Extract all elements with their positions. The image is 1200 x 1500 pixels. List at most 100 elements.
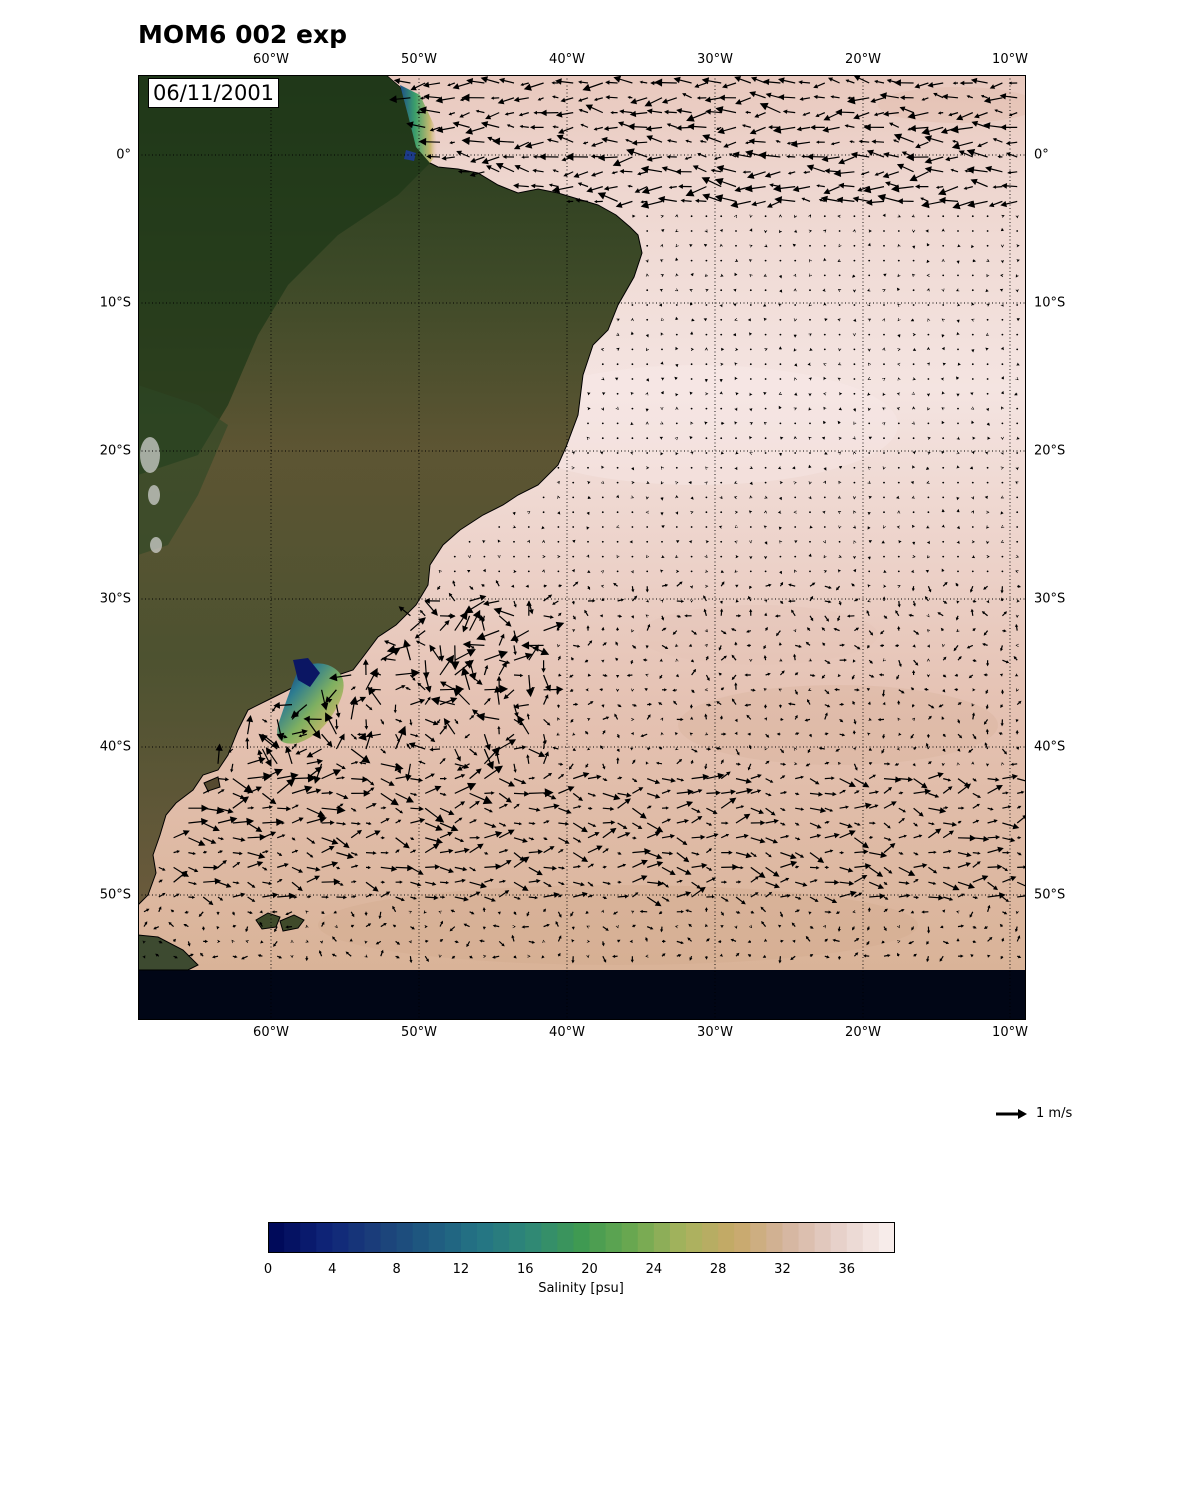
current-vector — [188, 804, 209, 812]
current-vector — [483, 734, 491, 751]
current-vector — [983, 585, 988, 590]
colorbar-tick-label: 28 — [709, 1262, 727, 1277]
current-vector — [646, 714, 651, 720]
current-vector — [586, 925, 590, 929]
current-vector — [305, 910, 309, 914]
current-vector — [719, 715, 723, 720]
current-vector — [927, 644, 930, 648]
current-vector — [957, 215, 959, 218]
current-vector — [645, 496, 649, 500]
current-vector — [601, 377, 605, 381]
current-vector — [913, 895, 919, 899]
current-vector — [630, 956, 634, 963]
current-vector — [956, 600, 960, 604]
current-vector — [806, 164, 825, 173]
current-vector — [291, 785, 313, 794]
current-vector — [276, 778, 296, 794]
current-vector — [791, 609, 796, 617]
current-vector — [690, 599, 694, 603]
current-vector — [202, 822, 220, 832]
current-vector — [853, 259, 856, 262]
current-vector — [839, 880, 855, 886]
current-vector — [764, 747, 768, 751]
current-vector — [572, 852, 589, 862]
current-vector — [630, 97, 648, 105]
current-vector — [631, 688, 635, 692]
current-vector — [884, 762, 891, 766]
current-vector — [883, 926, 887, 932]
current-vector — [217, 860, 227, 868]
current-vector — [717, 126, 737, 135]
current-vector — [748, 744, 752, 750]
current-vector — [999, 923, 1003, 928]
current-vector — [928, 881, 937, 885]
current-vector — [896, 163, 914, 173]
current-vector — [601, 422, 604, 425]
current-vector — [821, 627, 826, 631]
current-vector — [833, 627, 840, 632]
current-vector — [276, 879, 283, 883]
current-vector — [882, 213, 886, 217]
current-vector — [733, 288, 737, 292]
current-vector — [852, 730, 856, 735]
current-vector — [925, 569, 929, 573]
current-vector — [631, 595, 638, 602]
current-vector — [927, 436, 931, 440]
current-vector — [591, 171, 603, 177]
current-vector — [1015, 729, 1019, 735]
current-vector — [1015, 466, 1019, 471]
current-vector — [1001, 422, 1004, 425]
current-vector — [883, 363, 885, 366]
current-vector — [749, 422, 753, 426]
current-vector — [423, 93, 441, 100]
current-vector — [660, 732, 664, 736]
current-vector — [853, 408, 856, 412]
current-vector — [897, 422, 900, 425]
current-vector — [721, 347, 725, 351]
current-vector — [897, 940, 901, 944]
current-vector — [616, 511, 619, 514]
current-vector — [788, 599, 796, 603]
current-vector — [720, 333, 723, 336]
current-vector — [780, 894, 791, 898]
current-vector — [821, 674, 826, 679]
current-vector — [521, 925, 529, 929]
current-vector — [779, 422, 782, 425]
current-vector — [897, 570, 900, 573]
current-vector — [779, 496, 782, 501]
current-vector — [306, 815, 327, 824]
current-vector — [305, 939, 309, 943]
current-vector — [676, 940, 684, 945]
current-vector — [764, 259, 767, 262]
current-vector — [645, 954, 649, 958]
current-vector — [764, 452, 767, 454]
current-vector — [675, 243, 679, 248]
current-vector — [691, 862, 708, 869]
current-vector — [938, 186, 959, 196]
current-vector — [143, 921, 148, 927]
current-vector — [498, 792, 512, 803]
current-vector — [828, 77, 840, 84]
current-vector — [484, 765, 503, 780]
current-vector — [601, 526, 604, 528]
current-vector — [440, 895, 446, 899]
current-vector — [720, 655, 727, 661]
current-vector — [1015, 554, 1019, 558]
current-vector — [704, 378, 708, 383]
current-vector — [558, 821, 570, 826]
current-vector — [878, 673, 884, 677]
current-vector — [423, 910, 427, 914]
current-vector — [616, 392, 619, 395]
current-vector — [824, 451, 828, 455]
current-vector — [956, 376, 960, 380]
current-vector — [808, 333, 812, 337]
current-vector — [941, 568, 945, 572]
current-vector — [676, 866, 692, 875]
current-vector — [750, 688, 756, 692]
current-vector — [749, 91, 766, 99]
current-vector — [658, 911, 663, 915]
current-vector — [720, 797, 737, 809]
current-vector — [1016, 496, 1019, 499]
current-vector — [852, 700, 856, 705]
map-panel[interactable] — [138, 75, 1026, 1020]
